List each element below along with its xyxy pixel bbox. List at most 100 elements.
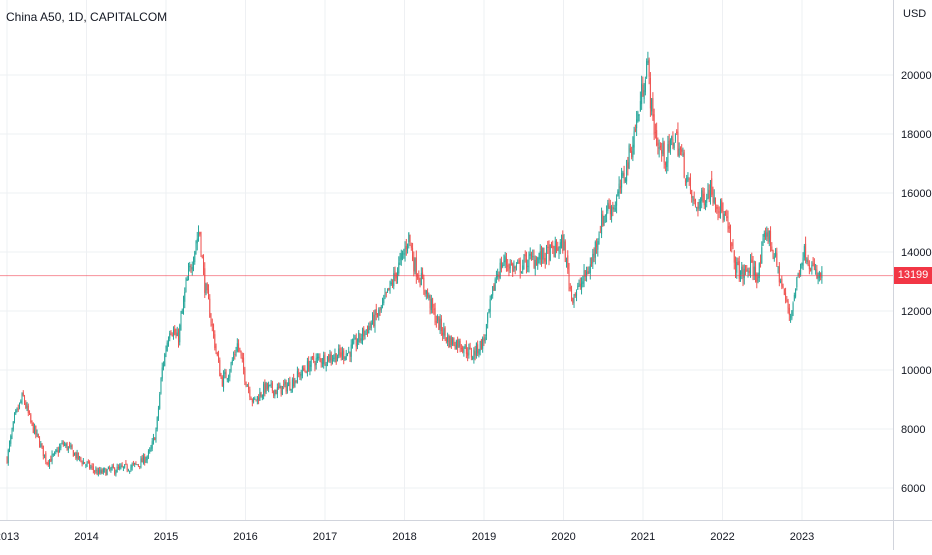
candle-body <box>741 266 743 275</box>
candle-body <box>763 233 765 237</box>
candle-body <box>285 381 287 392</box>
candle-body <box>777 266 779 268</box>
candle-body <box>295 380 297 382</box>
candle-body <box>621 173 623 188</box>
candle-body <box>341 350 343 356</box>
candle-body <box>114 467 116 474</box>
candle-body <box>191 267 193 270</box>
candle-body <box>713 197 715 203</box>
candle-body <box>812 263 814 265</box>
candle-body <box>9 443 11 450</box>
candle-body <box>408 232 410 243</box>
candle-body <box>679 147 681 150</box>
candle-body <box>390 282 392 285</box>
candle-body <box>535 262 537 266</box>
candle-body <box>70 445 72 448</box>
candle-body <box>534 259 536 270</box>
candle-body <box>485 324 487 336</box>
candle-body <box>294 381 296 388</box>
candle-body <box>392 283 394 285</box>
candle-body <box>199 232 201 235</box>
candle-body <box>384 293 386 298</box>
candle-body <box>349 351 351 357</box>
y-tick-label: 8000 <box>901 424 925 436</box>
candle-body <box>412 247 414 260</box>
candle-body <box>663 142 665 163</box>
candle-body <box>81 461 83 465</box>
candle-body <box>144 456 146 463</box>
candle-body <box>46 462 48 464</box>
candle-body <box>440 318 442 332</box>
candle-body <box>514 266 516 269</box>
candle-body <box>548 245 550 262</box>
candle-body <box>104 468 106 470</box>
candle-body <box>626 159 628 182</box>
candle-body <box>747 270 749 273</box>
candle-body <box>102 468 104 473</box>
candle-body <box>181 310 183 314</box>
candle-body <box>281 385 283 395</box>
candle-body <box>507 265 509 267</box>
candle-body <box>492 286 494 296</box>
candle-body <box>657 142 659 146</box>
candle-body <box>278 386 280 388</box>
candle-body <box>558 249 560 253</box>
candle-body <box>100 469 102 474</box>
last-price-badge: 13199 <box>894 267 932 285</box>
candle-body <box>519 260 521 273</box>
candle-body <box>194 251 196 263</box>
candle-body <box>224 372 226 375</box>
candle-body <box>482 337 484 349</box>
candle-body <box>642 84 644 96</box>
candle-body <box>298 373 300 375</box>
candle-body <box>740 273 742 281</box>
candle-body <box>808 264 810 270</box>
candle-body <box>126 465 128 471</box>
candle-body <box>478 350 480 355</box>
candle-body <box>140 458 142 468</box>
candle-body <box>632 144 634 158</box>
candle-body <box>164 354 166 366</box>
candle-body <box>54 452 56 455</box>
candle-body <box>512 263 514 272</box>
candle-body <box>260 393 262 397</box>
candle-body <box>712 192 714 202</box>
candle-body <box>11 430 13 438</box>
candle-body <box>652 98 654 117</box>
candle-body <box>254 398 256 400</box>
candle-body <box>368 325 370 334</box>
y-tick-label: 20000 <box>901 70 932 82</box>
candle-body <box>815 269 817 271</box>
y-tick-label: 14000 <box>901 247 932 259</box>
candle-body <box>69 445 71 447</box>
candle-body <box>597 241 599 250</box>
candle-body <box>524 254 526 257</box>
candle-body <box>753 266 755 276</box>
candle-body <box>435 321 437 323</box>
candle-body <box>527 265 529 267</box>
candle-body <box>177 333 179 343</box>
candle-body <box>460 348 462 350</box>
x-tick-label: 2018 <box>392 531 416 543</box>
candle-body <box>318 356 320 358</box>
candle-body <box>490 294 492 299</box>
candle-body <box>641 83 643 105</box>
candle-body <box>569 287 571 289</box>
candle-body <box>469 347 471 349</box>
candle-body <box>50 458 52 462</box>
candle-body <box>623 173 625 180</box>
candle-body <box>378 309 380 316</box>
candle-body <box>602 214 604 226</box>
candle-body <box>607 202 609 211</box>
candle-body <box>798 272 800 277</box>
candle-body <box>20 401 22 403</box>
candle-body <box>385 292 387 294</box>
candle-body <box>425 290 427 294</box>
candle-body <box>7 449 9 463</box>
candle-body <box>308 360 310 372</box>
candle-body <box>139 466 141 468</box>
candle-body <box>240 350 242 356</box>
